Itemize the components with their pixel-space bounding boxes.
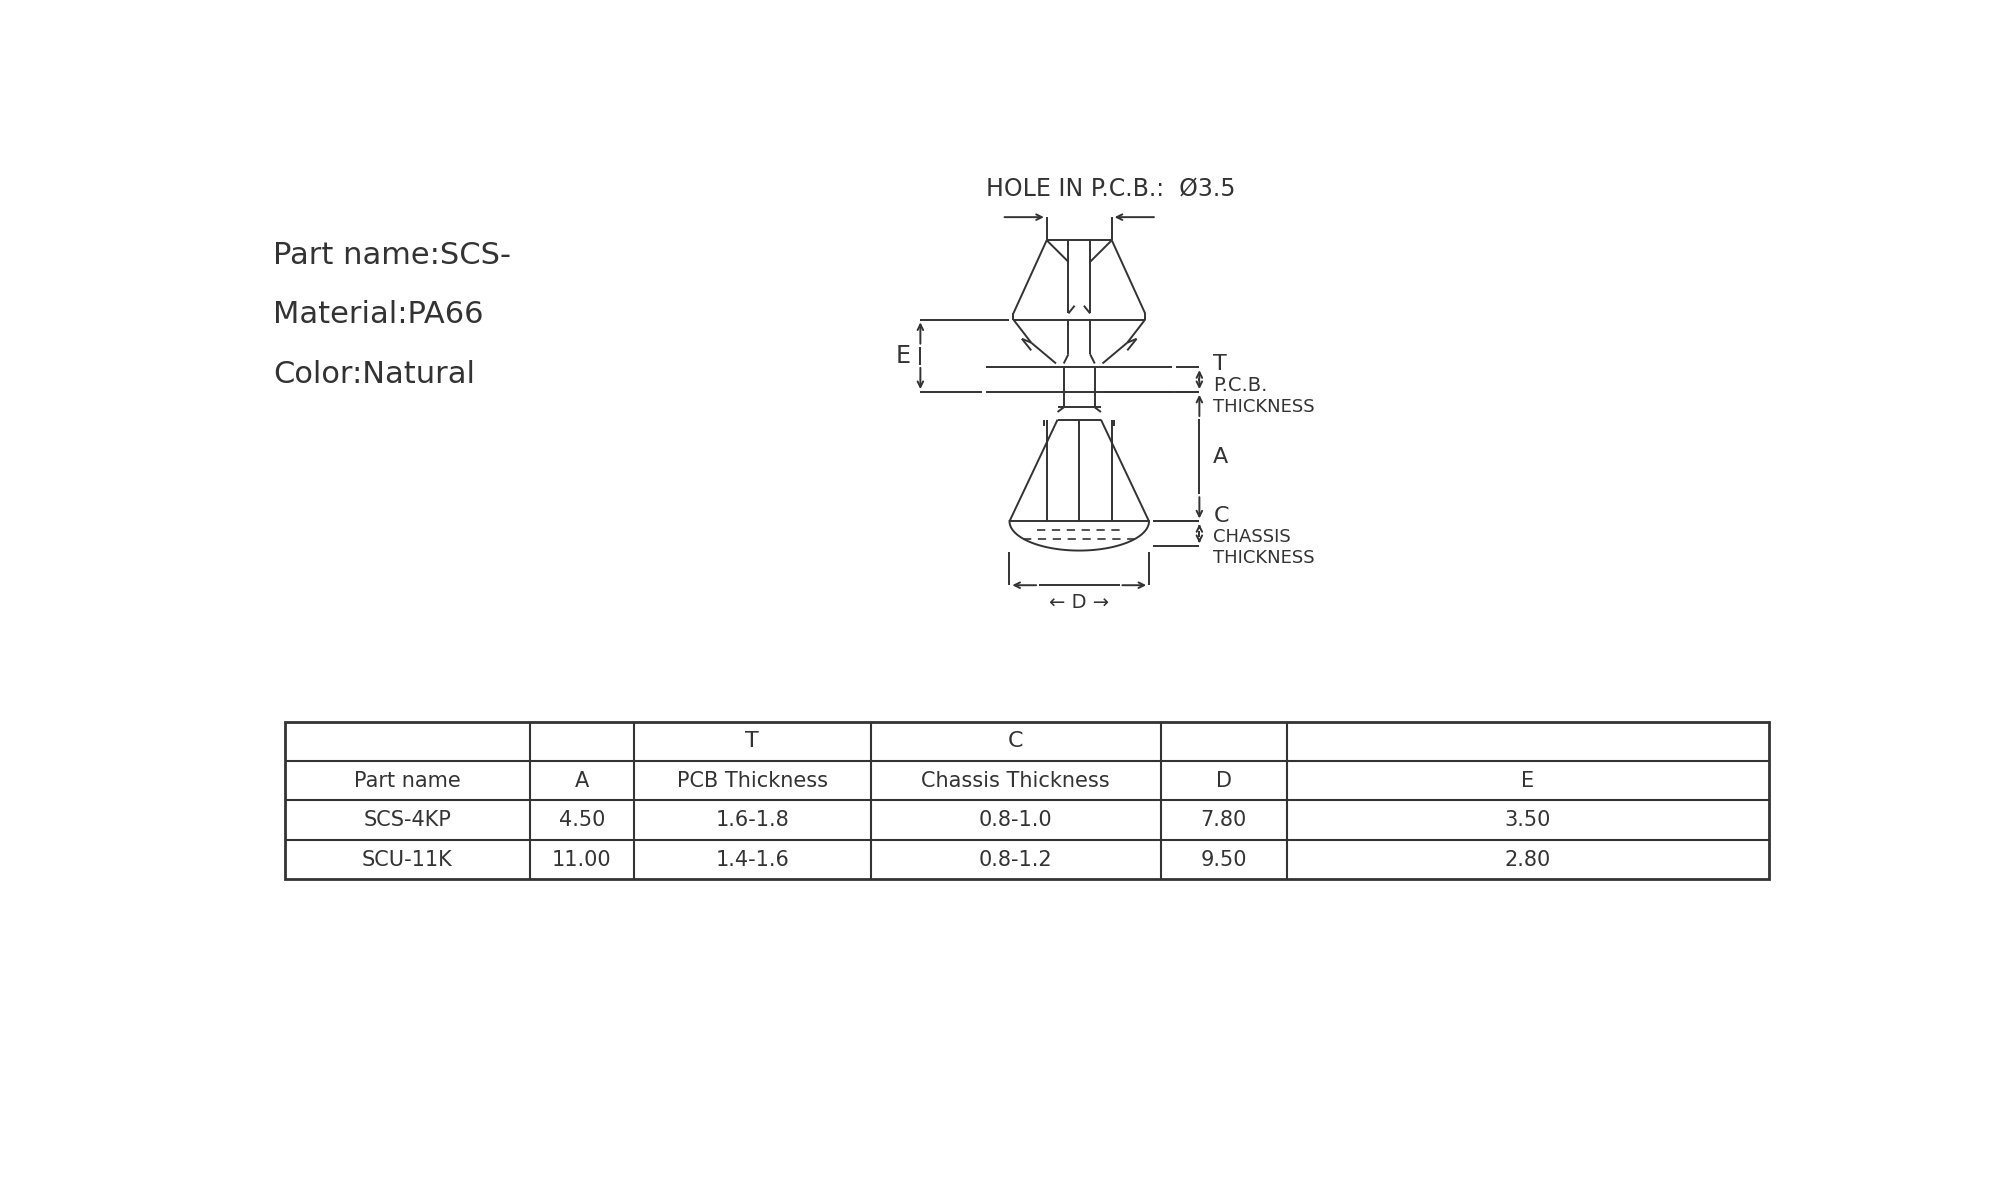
Text: A: A	[574, 770, 588, 791]
Text: Material:PA66: Material:PA66	[274, 300, 484, 330]
Text: E: E	[1522, 770, 1534, 791]
Text: 2.80: 2.80	[1504, 850, 1550, 870]
Text: C: C	[1214, 506, 1228, 526]
Text: THICKNESS: THICKNESS	[1214, 398, 1314, 416]
Text: E: E	[896, 343, 910, 367]
Text: ← D →: ← D →	[1050, 594, 1110, 612]
Text: Part name:SCS-: Part name:SCS-	[274, 241, 512, 270]
Text: SCU-11K: SCU-11K	[362, 850, 452, 870]
Text: SCS-4KP: SCS-4KP	[364, 810, 452, 830]
Text: HOLE IN P.C.B.:  Ø3.5: HOLE IN P.C.B.: Ø3.5	[986, 176, 1236, 200]
Text: D: D	[1216, 770, 1232, 791]
Text: C: C	[1008, 731, 1024, 751]
Text: Color:Natural: Color:Natural	[274, 360, 476, 389]
Text: T: T	[746, 731, 760, 751]
Text: THICKNESS: THICKNESS	[1214, 550, 1314, 568]
Text: 4.50: 4.50	[558, 810, 604, 830]
Text: P.C.B.: P.C.B.	[1214, 376, 1268, 395]
Text: 7.80: 7.80	[1200, 810, 1246, 830]
Text: PCB Thickness: PCB Thickness	[676, 770, 828, 791]
Text: Chassis Thickness: Chassis Thickness	[922, 770, 1110, 791]
Bar	[284, 721, 1770, 880]
Text: CHASSIS: CHASSIS	[1214, 528, 1292, 546]
Text: Part name: Part name	[354, 770, 460, 791]
Text: A: A	[1214, 446, 1228, 467]
Text: 11.00: 11.00	[552, 850, 612, 870]
Text: 9.50: 9.50	[1200, 850, 1246, 870]
Text: 0.8-1.0: 0.8-1.0	[978, 810, 1052, 830]
Text: 0.8-1.2: 0.8-1.2	[978, 850, 1052, 870]
Text: 1.4-1.6: 1.4-1.6	[716, 850, 790, 870]
Text: 1.6-1.8: 1.6-1.8	[716, 810, 790, 830]
Text: T: T	[1214, 354, 1228, 374]
Text: 3.50: 3.50	[1504, 810, 1552, 830]
